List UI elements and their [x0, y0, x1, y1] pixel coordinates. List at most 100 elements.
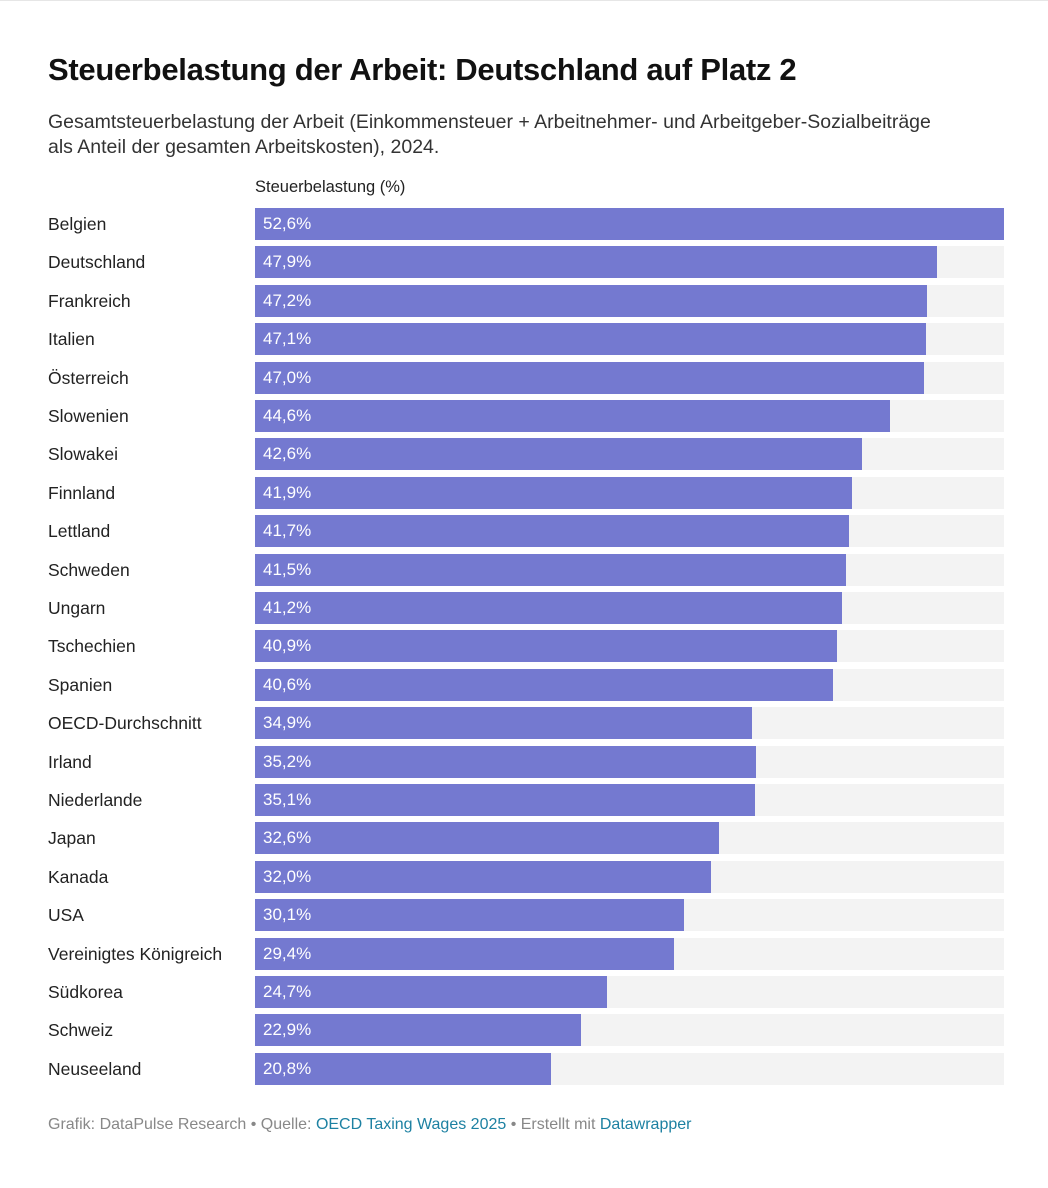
- bar-track: 32,0%: [255, 860, 1004, 893]
- bar-row: Belgien 52,6%: [48, 208, 1004, 240]
- bar-track: 41,2%: [255, 592, 1004, 624]
- bar: [255, 860, 711, 893]
- bar-row: Österreich 47,0%: [48, 361, 1004, 394]
- bar-row: Niederlande 35,1%: [48, 784, 1004, 816]
- bar-row: Japan 32,6%: [48, 822, 1004, 855]
- value-label: 22,9%: [263, 1020, 312, 1040]
- value-label: 24,7%: [263, 982, 312, 1001]
- bar: [255, 822, 719, 855]
- bar-track: 42,6%: [255, 438, 1004, 471]
- category-label: Belgien: [48, 214, 107, 234]
- category-label: Österreich: [48, 367, 129, 388]
- bar: [255, 630, 837, 663]
- bar-track: 24,7%: [255, 976, 1004, 1008]
- bar-row: Spanien 40,6%: [48, 668, 1004, 701]
- chart-title: Steuerbelastung der Arbeit: Deutschland …: [48, 52, 797, 87]
- category-label: Neuseeland: [48, 1058, 142, 1079]
- bar: [255, 515, 849, 548]
- bar-track: 29,4%: [255, 937, 1004, 970]
- bar-track: 30,1%: [255, 899, 1004, 932]
- bar-track: 32,6%: [255, 822, 1004, 855]
- bar-row: Tschechien 40,9%: [48, 630, 1004, 663]
- value-label: 47,0%: [263, 367, 312, 387]
- source-link[interactable]: OECD Taxing Wages 2025: [315, 1116, 507, 1133]
- bar-row: Slowenien 44,6%: [48, 400, 1004, 432]
- bar: [255, 745, 756, 778]
- bar-row: Vereinigtes Königreich 29,4%: [48, 937, 1004, 970]
- bar: [255, 400, 890, 432]
- bar: [255, 284, 927, 317]
- bar: [255, 361, 924, 394]
- value-label: 47,1%: [263, 329, 312, 349]
- category-label: USA: [48, 905, 84, 926]
- footer: Grafik: DataPulse Research • Quelle: OEC…: [48, 1116, 691, 1134]
- bar: [255, 208, 1004, 240]
- category-label: Tschechien: [48, 636, 136, 657]
- bar: [255, 976, 607, 1008]
- bar-row: Italien 47,1%: [48, 323, 1004, 356]
- value-label: 40,9%: [263, 636, 312, 656]
- value-label: 44,6%: [263, 406, 312, 425]
- bar-row: Neuseeland 20,8%: [48, 1052, 1004, 1085]
- value-label: 41,5%: [263, 559, 312, 579]
- bar: [255, 1014, 581, 1047]
- bar-track: 35,2%: [255, 745, 1004, 778]
- bar-row: Frankreich 47,2%: [48, 284, 1004, 317]
- category-label: OECD-Durchschnitt: [48, 713, 202, 734]
- value-label: 47,2%: [263, 290, 312, 310]
- value-label: 30,1%: [263, 905, 312, 925]
- bar-row: USA 30,1%: [48, 899, 1004, 932]
- bar-track: 41,7%: [255, 515, 1004, 548]
- bar-row: Südkorea 24,7%: [48, 976, 1004, 1008]
- category-label: Slowenien: [48, 406, 129, 426]
- column-header: Steuerbelastung (%): [255, 178, 406, 196]
- value-label: 41,9%: [263, 482, 312, 502]
- bar-track: 40,6%: [255, 668, 1004, 701]
- category-label: Südkorea: [48, 982, 123, 1002]
- chart-subtitle: Gesamtsteuerbelastung der Arbeit (Einkom…: [48, 111, 931, 158]
- footer-middle: • Erstellt mit: [506, 1116, 600, 1133]
- bar-track: 47,9%: [255, 246, 1004, 279]
- bar: [255, 246, 937, 279]
- bar: [255, 899, 684, 932]
- bar: [255, 1052, 551, 1085]
- category-label: Niederlande: [48, 790, 143, 810]
- category-label: Spanien: [48, 674, 113, 695]
- value-label: 35,1%: [263, 790, 312, 809]
- bar-track: 41,5%: [255, 553, 1004, 586]
- bar-row: Slowakei 42,6%: [48, 438, 1004, 471]
- bar-track: 44,6%: [255, 400, 1004, 432]
- bar-row: OECD-Durchschnitt 34,9%: [48, 707, 1004, 740]
- category-label: Kanada: [48, 866, 109, 887]
- category-label: Ungarn: [48, 598, 106, 618]
- bar: [255, 707, 752, 740]
- bar: [255, 668, 833, 701]
- top-divider: [0, 0, 1048, 1]
- datawrapper-link[interactable]: Datawrapper: [599, 1116, 692, 1133]
- value-label: 41,7%: [263, 521, 312, 541]
- category-label: Slowakei: [48, 444, 119, 465]
- bar-row: Deutschland 47,9%: [48, 246, 1004, 279]
- bar-track: 40,9%: [255, 630, 1004, 663]
- bar-row: Kanada 32,0%: [48, 860, 1004, 893]
- bar-row: Schweiz 22,9%: [48, 1014, 1004, 1047]
- bar-row: Schweden 41,5%: [48, 553, 1004, 586]
- value-label: 47,9%: [263, 252, 312, 272]
- bar: [255, 323, 926, 356]
- category-label: Frankreich: [48, 290, 131, 311]
- value-label: 29,4%: [263, 943, 312, 963]
- bar-row: Irland 35,2%: [48, 745, 1004, 778]
- bar: [255, 438, 862, 471]
- category-label: Italien: [48, 329, 95, 350]
- category-label: Lettland: [48, 521, 111, 542]
- bar-row: Lettland 41,7%: [48, 515, 1004, 548]
- bar: [255, 784, 755, 816]
- footer-credit: Grafik: DataPulse Research • Quelle:: [48, 1116, 316, 1133]
- category-label: Vereinigtes Königreich: [48, 943, 223, 964]
- bar-row: Ungarn 41,2%: [48, 592, 1004, 624]
- value-label: 32,6%: [263, 828, 312, 848]
- bar-track: 47,0%: [255, 361, 1004, 394]
- value-label: 34,9%: [263, 713, 312, 733]
- value-label: 20,8%: [263, 1058, 312, 1078]
- value-label: 32,0%: [263, 866, 312, 886]
